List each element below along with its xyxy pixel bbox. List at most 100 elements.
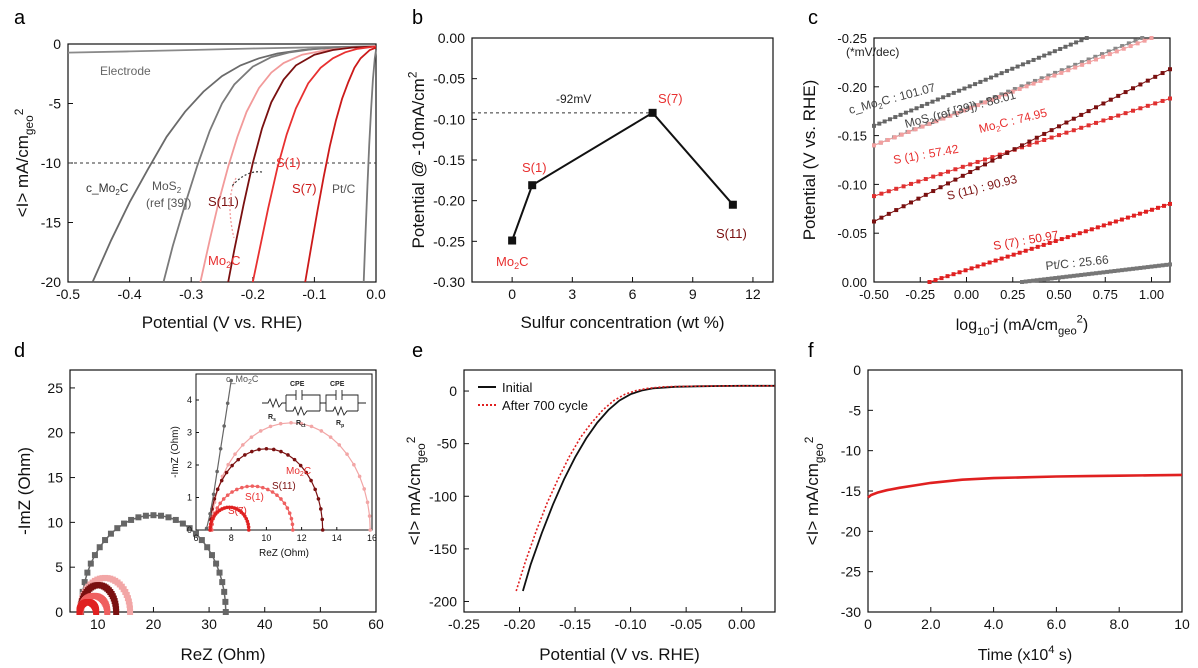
nyquist-point-d-0 — [96, 544, 103, 551]
tafel-point-c-5 — [1071, 233, 1076, 238]
inset-point-0 — [299, 421, 304, 426]
tafel-point-c-0 — [967, 84, 972, 89]
tafel-point-c-1 — [932, 119, 937, 124]
nyquist-point-d-0 — [158, 512, 165, 519]
tafel-point-c-3 — [1094, 120, 1098, 125]
inset-point-3 — [208, 528, 212, 532]
tafel-point-c-4 — [968, 170, 973, 175]
unit-note: (*mV/dec) — [846, 45, 899, 59]
nyquist-point-d-0 — [142, 512, 149, 519]
y-tick-label: -200 — [429, 593, 457, 609]
inset-x-label: ReZ (Ohm) — [259, 548, 309, 559]
tafel-point-c-6 — [1168, 262, 1172, 267]
tafel-point-c-6 — [1038, 277, 1043, 282]
inset-point-1 — [279, 449, 283, 454]
y-tick-label: -0.20 — [433, 193, 465, 209]
y-tick-label: -0.15 — [837, 129, 867, 144]
legend-e: Initial After 700 cycle — [478, 380, 588, 413]
panel-letter-e: e — [412, 340, 423, 362]
tafel-point-c-4 — [1049, 128, 1054, 133]
nyquist-point-d-1 — [126, 605, 133, 612]
y-tick-label: -10 — [841, 443, 861, 459]
tafel-point-c-2 — [1024, 84, 1029, 89]
tafel-point-c-4 — [1094, 105, 1098, 110]
nyquist-point-d-0 — [150, 512, 157, 519]
tafel-point-c-2 — [1038, 78, 1043, 83]
inset-point-1 — [264, 446, 269, 451]
tafel-point-c-0 — [1063, 44, 1068, 49]
tafel-point-c-6 — [1131, 266, 1135, 271]
nyquist-point-d-0 — [192, 530, 199, 537]
tafel-point-c-4 — [960, 173, 965, 178]
tafel-point-c-0 — [1079, 38, 1084, 43]
tafel-point-c-6 — [1082, 272, 1087, 277]
inset-point-0 — [319, 429, 324, 433]
tafel-point-c-1 — [1032, 78, 1037, 83]
legend-label-e-1: After 700 cycle — [502, 398, 588, 413]
tafel-point-c-3 — [968, 162, 973, 167]
inset-point-1 — [292, 457, 297, 462]
panel-letter-d: d — [14, 340, 25, 362]
tafel-point-c-3 — [1034, 140, 1039, 145]
x-tick-label: 9 — [689, 286, 697, 302]
inset-label-s11: S(11) — [272, 481, 296, 492]
tafel-point-c-4 — [1116, 93, 1121, 98]
tafel-point-c-0 — [893, 115, 898, 120]
arrow-s11 — [231, 171, 263, 187]
y-tick-label: -20 — [41, 274, 61, 290]
inset-line-cmo2c — [206, 380, 232, 529]
inset-point-3 — [208, 522, 213, 526]
tafel-point-c-4 — [931, 189, 936, 194]
tafel-point-c-4 — [946, 181, 950, 186]
tafel-point-c-5 — [1077, 231, 1082, 236]
tafel-point-c-3 — [1145, 103, 1150, 108]
x-tick-label: 8.0 — [1109, 616, 1129, 632]
tafel-point-c-2 — [920, 124, 925, 129]
inset-point-0 — [345, 452, 349, 456]
tafel-point-c-2 — [969, 105, 974, 110]
x-tick-label: 0 — [508, 286, 516, 302]
inset-point-2 — [260, 485, 265, 490]
tafel-point-c-6 — [1045, 276, 1050, 281]
x-tick-label: 40 — [257, 616, 273, 632]
inset-point-0 — [357, 474, 362, 479]
inset-point-0 — [258, 429, 263, 433]
annotation-92mv: -92mV — [556, 92, 591, 106]
tafel-point-c-5 — [1161, 203, 1166, 208]
series-a-7 — [362, 49, 377, 283]
tafel-point-c-2 — [1121, 46, 1126, 51]
axis-y-label-a: <I> mA/cmgeo2 — [12, 108, 36, 217]
nyquist-point-d-1 — [127, 609, 134, 615]
x-tick-label: 0.25 — [1000, 287, 1025, 302]
tafel-point-c-4 — [983, 162, 987, 167]
circuit-cpe-1: CPE — [290, 381, 305, 388]
tafel-point-c-3 — [946, 169, 950, 174]
series-a-6 — [304, 46, 377, 283]
x-tick-label: 10 — [1174, 616, 1190, 632]
tafel-point-c-0 — [962, 86, 967, 91]
tafel-point-c-0 — [1052, 49, 1057, 54]
inset-point-2 — [290, 522, 295, 527]
tafel-point-c-6 — [1068, 274, 1073, 279]
tafel-point-c-5 — [933, 278, 938, 283]
tafel-point-c-5 — [1143, 209, 1148, 214]
panel-e-chart: -0.25 -0.20 -0.15 -0.10 -0.05 0.00 0 -50 -100 -15… — [404, 369, 776, 664]
inset-point-2 — [240, 485, 244, 490]
tafel-point-c-6 — [1138, 265, 1143, 270]
tafel-point-c-4 — [990, 158, 995, 163]
tafel-point-c-6 — [1071, 273, 1076, 278]
y-tick-label: 20 — [47, 425, 63, 441]
tafel-point-c-0 — [1015, 64, 1020, 69]
tafel-point-c-4 — [1168, 67, 1172, 72]
tafel-point-c-5 — [1005, 254, 1010, 259]
tafel-point-c-4 — [1027, 139, 1032, 144]
nyquist-point-d-0 — [84, 569, 91, 576]
tafel-point-c-1 — [945, 113, 950, 118]
tafel-point-c-0 — [973, 82, 978, 87]
tafel-point-c-5 — [1089, 227, 1094, 232]
tafel-point-c-5 — [1131, 213, 1136, 218]
arrow-mo2c — [229, 177, 237, 239]
tafel-point-c-4 — [879, 215, 884, 220]
tafel-point-c-6 — [1145, 265, 1150, 270]
tafel-point-c-4 — [938, 185, 943, 190]
